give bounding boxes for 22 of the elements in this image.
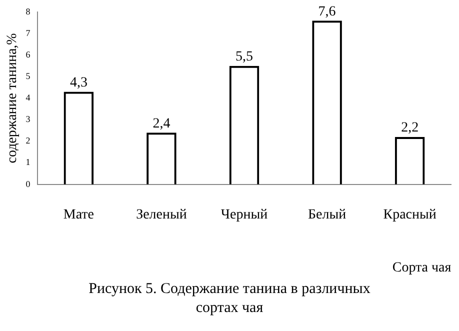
data-label: 4,3 <box>70 75 88 90</box>
x-tick-label: Красный <box>383 207 437 222</box>
y-axis-title: содержание танина,% <box>5 32 20 164</box>
data-label: 2,4 <box>152 116 170 132</box>
x-tick-label: Черный <box>220 207 268 222</box>
x-tick-label: Зеленый <box>136 207 188 222</box>
y-tick-label: 0 <box>26 178 31 189</box>
x-tick-label: Белый <box>308 207 347 222</box>
data-label: 7,6 <box>318 4 336 20</box>
y-tick-label: 5 <box>26 71 31 82</box>
data-label: 5,5 <box>236 50 254 65</box>
x-axis-title: Сорта чая <box>392 260 452 276</box>
y-tick-label: 1 <box>26 157 30 168</box>
data-label: 2,2 <box>401 120 419 136</box>
y-tick-label: 6 <box>26 49 31 60</box>
y-tick-label: 7 <box>26 28 31 38</box>
y-tick-label: 3 <box>26 114 31 124</box>
y-tick-label: 4 <box>26 92 31 103</box>
y-tick-label: 8 <box>26 6 31 16</box>
y-tick-label: 2 <box>26 136 30 146</box>
x-tick-label: Мате <box>63 207 94 222</box>
text: Рисунок 5. Содержание танина в различных сортах чая <box>88 280 372 318</box>
